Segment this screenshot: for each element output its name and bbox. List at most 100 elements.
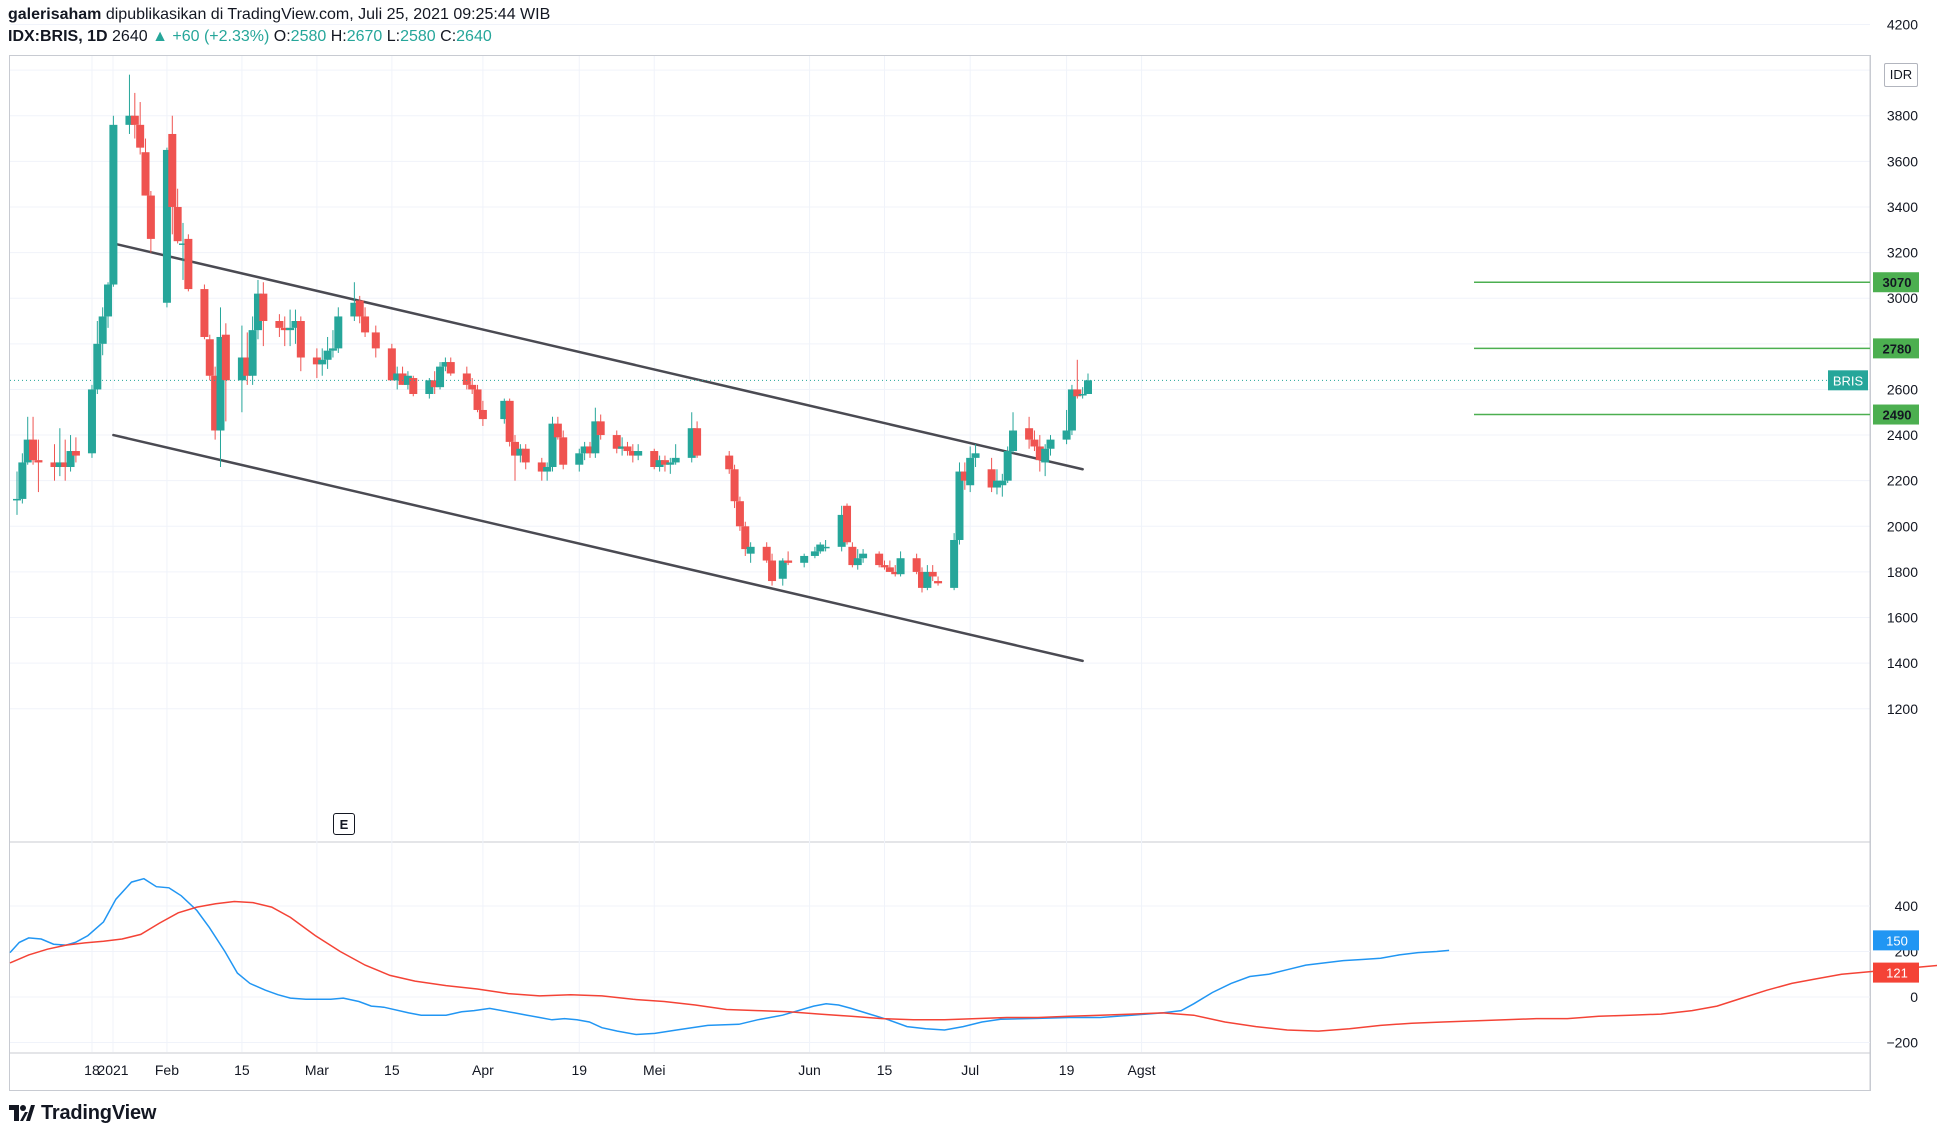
- candle[interactable]: [1035, 435, 1044, 472]
- candle[interactable]: [468, 378, 477, 395]
- candle[interactable]: [559, 430, 568, 470]
- candle[interactable]: [286, 309, 295, 347]
- candle[interactable]: [296, 316, 305, 372]
- candle[interactable]: [1009, 412, 1018, 454]
- candle[interactable]: [462, 366, 471, 390]
- candle[interactable]: [971, 444, 980, 467]
- candle[interactable]: [741, 521, 750, 556]
- candle[interactable]: [387, 343, 396, 381]
- earnings-marker-icon[interactable]: E: [333, 813, 355, 835]
- candle[interactable]: [859, 549, 868, 563]
- candle[interactable]: [146, 190, 155, 253]
- candle[interactable]: [660, 455, 669, 472]
- candle[interactable]: [1062, 409, 1071, 445]
- candle[interactable]: [666, 457, 675, 474]
- candle[interactable]: [1073, 359, 1082, 399]
- candle[interactable]: [350, 282, 359, 322]
- candle[interactable]: [885, 560, 894, 572]
- candle[interactable]: [355, 295, 364, 324]
- candle[interactable]: [275, 314, 284, 337]
- candle[interactable]: [1067, 384, 1076, 436]
- candle[interactable]: [200, 284, 209, 340]
- candle[interactable]: [1041, 444, 1050, 477]
- candle[interactable]: [580, 441, 589, 461]
- candle[interactable]: [125, 74, 134, 134]
- candle[interactable]: [136, 102, 145, 155]
- candle[interactable]: [104, 282, 113, 328]
- candle[interactable]: [141, 138, 150, 196]
- candle[interactable]: [634, 444, 643, 461]
- candle[interactable]: [173, 188, 182, 244]
- candle[interactable]: [505, 398, 514, 447]
- author-name[interactable]: galerisaham: [8, 6, 102, 23]
- candle[interactable]: [237, 325, 246, 413]
- candle[interactable]: [253, 279, 262, 340]
- candle[interactable]: [778, 558, 787, 586]
- candle[interactable]: [923, 565, 932, 591]
- candle[interactable]: [23, 416, 32, 465]
- candle[interactable]: [312, 348, 321, 379]
- candle[interactable]: [837, 505, 846, 552]
- candle[interactable]: [816, 542, 825, 554]
- candle[interactable]: [612, 430, 621, 454]
- candle[interactable]: [446, 357, 455, 376]
- candle[interactable]: [441, 357, 450, 372]
- candle[interactable]: [328, 330, 337, 358]
- candle[interactable]: [1025, 416, 1034, 449]
- candle[interactable]: [821, 539, 830, 552]
- candle[interactable]: [436, 362, 445, 390]
- candle[interactable]: [361, 307, 370, 337]
- macd-line[interactable]: [9, 877, 1450, 1036]
- candle[interactable]: [725, 451, 734, 474]
- candle[interactable]: [109, 115, 118, 287]
- candle[interactable]: [934, 576, 943, 586]
- signal-line[interactable]: [9, 900, 1937, 1032]
- candle[interactable]: [655, 455, 664, 472]
- candle[interactable]: [221, 323, 230, 422]
- candle[interactable]: [130, 92, 139, 139]
- candle[interactable]: [575, 448, 584, 472]
- candle[interactable]: [960, 462, 969, 490]
- candle[interactable]: [1084, 373, 1092, 395]
- candle[interactable]: [425, 378, 434, 399]
- candle[interactable]: [248, 316, 257, 385]
- candle[interactable]: [18, 453, 27, 504]
- candle[interactable]: [516, 444, 525, 463]
- candle[interactable]: [618, 437, 627, 456]
- candle[interactable]: [1078, 387, 1087, 399]
- candle[interactable]: [987, 457, 996, 493]
- candle[interactable]: [216, 307, 225, 467]
- candle[interactable]: [393, 366, 402, 390]
- candle[interactable]: [628, 444, 637, 463]
- candle[interactable]: [13, 471, 21, 515]
- candle[interactable]: [875, 551, 884, 568]
- candle[interactable]: [548, 416, 557, 472]
- channel-trendline[interactable]: [112, 242, 1084, 471]
- candle[interactable]: [55, 428, 64, 477]
- candle[interactable]: [291, 309, 300, 344]
- candle[interactable]: [992, 469, 1001, 495]
- candle[interactable]: [511, 435, 520, 481]
- candle[interactable]: [34, 439, 43, 493]
- candle[interactable]: [409, 375, 418, 397]
- candle[interactable]: [71, 437, 80, 463]
- candle[interactable]: [966, 446, 975, 493]
- candle[interactable]: [650, 448, 659, 470]
- candle[interactable]: [998, 473, 1007, 497]
- candle[interactable]: [880, 560, 889, 570]
- candle[interactable]: [184, 234, 193, 292]
- candle[interactable]: [66, 435, 75, 472]
- candle[interactable]: [848, 542, 857, 568]
- candle[interactable]: [318, 348, 327, 376]
- candle[interactable]: [98, 307, 107, 356]
- candle[interactable]: [917, 567, 926, 593]
- candle[interactable]: [371, 325, 380, 358]
- candle[interactable]: [280, 316, 289, 347]
- candle[interactable]: [478, 400, 487, 426]
- candle[interactable]: [735, 496, 744, 531]
- candle[interactable]: [205, 334, 214, 381]
- candle[interactable]: [87, 384, 96, 458]
- candle[interactable]: [430, 371, 439, 395]
- candle[interactable]: [162, 147, 171, 308]
